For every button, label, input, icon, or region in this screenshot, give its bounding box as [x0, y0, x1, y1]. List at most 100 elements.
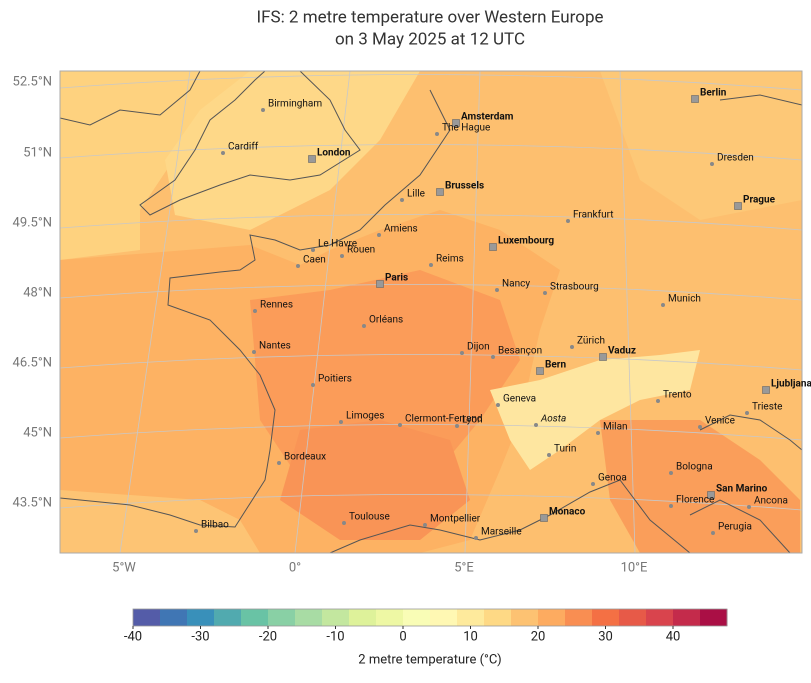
city-marker [547, 453, 551, 457]
city-label: Frankfurt [573, 209, 614, 221]
city-marker [656, 399, 660, 403]
colorbar-segment [160, 609, 188, 626]
city-label: Paris [385, 273, 408, 284]
city-marker [669, 504, 673, 508]
city-marker [423, 523, 427, 527]
city-label: Birmingham [268, 99, 322, 110]
city-label: Clermont-Ferrand [405, 414, 483, 425]
city-marker [398, 423, 402, 427]
city-marker [710, 162, 714, 166]
colorbar-segment [187, 609, 215, 626]
capital-marker [536, 367, 544, 375]
city-label: Limoges [346, 411, 384, 422]
city-label: Brussels [445, 181, 484, 192]
city-marker [377, 233, 381, 237]
city-label: Cardiff [228, 141, 259, 153]
city-marker [221, 151, 225, 155]
city-label: Rouen [347, 245, 375, 256]
title-line: IFS: 2 metre temperature over Western Eu… [256, 7, 603, 27]
colorbar-tick-label: -10 [326, 629, 344, 644]
colorbar-segment [619, 609, 647, 626]
city-marker [543, 291, 547, 295]
colorbar-segment [511, 609, 539, 626]
lat-label: 49.5°N [13, 215, 52, 230]
city-marker [429, 263, 433, 267]
map-frame [59, 70, 803, 554]
lat-label: 52.5°N [13, 74, 52, 89]
city-label: San Marino [716, 484, 768, 495]
lon-label: 0° [289, 560, 301, 575]
colorbar-segment [646, 609, 674, 626]
colorbar-segment [241, 609, 269, 626]
city-label: Dijon [467, 342, 490, 353]
capital-marker [707, 491, 715, 499]
city-label: Berlin [700, 88, 727, 99]
capital-marker [452, 119, 460, 127]
city-label: Bilbao [201, 520, 229, 531]
city-marker [340, 254, 344, 258]
capital-marker [489, 243, 497, 251]
city-label: Nantes [259, 341, 291, 352]
city-label: Amsterdam [461, 112, 514, 123]
lon-label: 5°W [112, 560, 136, 575]
city-label: Turin [554, 444, 576, 455]
colorbar-segment [700, 609, 728, 626]
city-label: Poitiers [318, 374, 352, 385]
city-marker [534, 423, 538, 427]
city-marker [252, 350, 256, 354]
city-label: Bordeaux [284, 452, 326, 463]
title-line: on 3 May 2025 at 12 UTC [335, 29, 525, 49]
city-marker [460, 351, 464, 355]
colorbar-segment [592, 609, 620, 626]
lat-label: 45°N [23, 425, 52, 440]
lat-label: 46.5°N [13, 355, 52, 370]
lon-label: 5°E [454, 560, 474, 575]
city-label: Lyon [462, 415, 483, 426]
city-marker [296, 264, 300, 268]
city-marker [261, 108, 265, 112]
city-marker [362, 324, 366, 328]
city-label: Perugia [718, 522, 752, 533]
map-field [60, 71, 802, 553]
colorbar-segment [376, 609, 404, 626]
colorbar-label: 2 metre temperature (°C) [358, 652, 501, 667]
city-label: Montpellier [430, 514, 481, 525]
city-label: Dresden [717, 153, 754, 164]
lon-label: 10°E [621, 560, 648, 575]
city-label: Besançon [498, 346, 542, 357]
city-label: Lille [407, 189, 425, 200]
city-label: Venice [705, 416, 735, 427]
city-label: Zürich [577, 336, 605, 347]
city-label: Amiens [384, 224, 418, 235]
colorbar-segment [268, 609, 296, 626]
city-label: Caen [303, 255, 326, 266]
city-label: London [317, 148, 351, 159]
city-marker [698, 425, 702, 429]
colorbar-segment [673, 609, 701, 626]
lat-label: 43.5°N [13, 495, 52, 510]
city-marker [491, 355, 495, 359]
city-label: Geneva [503, 394, 536, 405]
city-label: Florence [676, 495, 714, 506]
colorbar-segment [133, 609, 161, 626]
city-marker [455, 424, 459, 428]
city-label: Milan [603, 422, 628, 433]
lat-label: 48°N [23, 285, 52, 300]
city-label: Orléans [369, 315, 403, 326]
city-marker [747, 505, 751, 509]
colorbar-segment [430, 609, 458, 626]
colorbar-segment [295, 609, 323, 626]
colorbar-segment [484, 609, 512, 626]
colorbar-tick-label: 0 [399, 629, 406, 644]
city-marker [566, 219, 570, 223]
colorbar-tick-label: 20 [531, 629, 546, 644]
capital-marker [734, 202, 742, 210]
colorbar-segment [322, 609, 350, 626]
city-marker [400, 198, 404, 202]
city-marker [745, 411, 749, 415]
city-label: Marseille [481, 527, 522, 538]
city-label: Nancy [502, 279, 530, 290]
city-label: Prague [743, 195, 776, 206]
